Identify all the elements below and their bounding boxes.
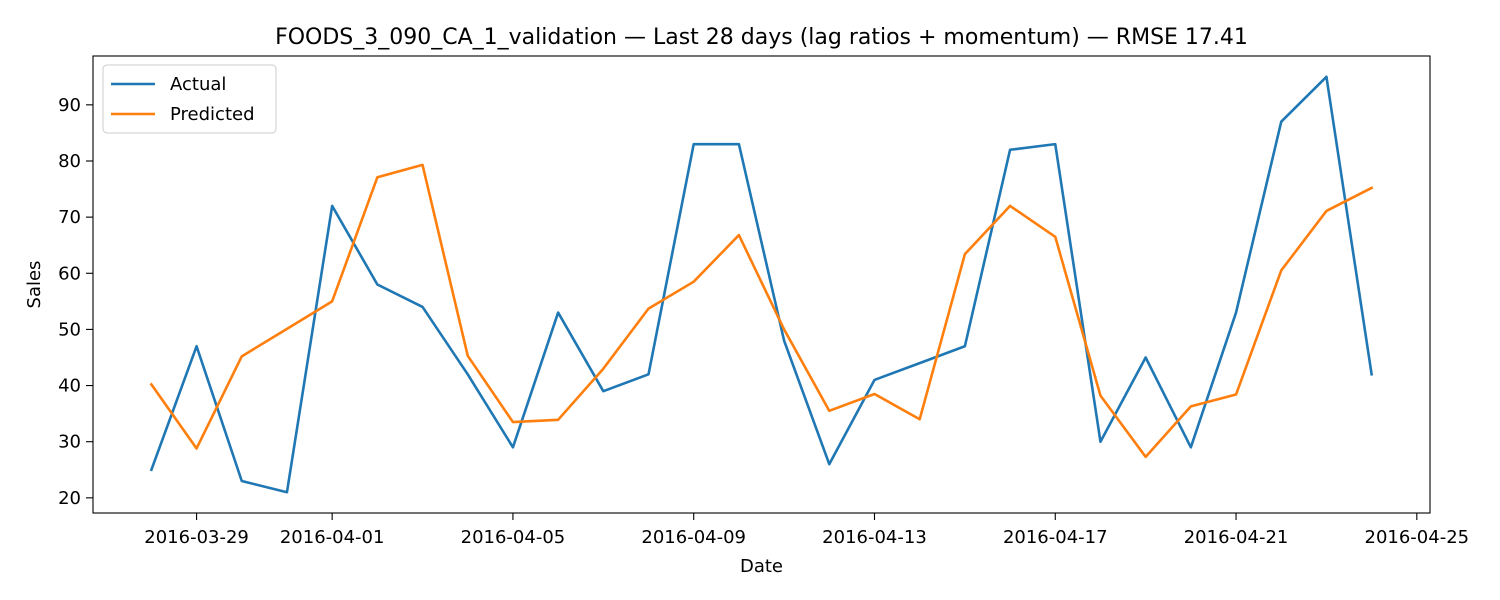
legend: Actual Predicted — [102, 64, 277, 134]
x-axis-label: Date — [740, 556, 783, 577]
y-tick-label: 90 — [58, 95, 81, 116]
y-tick-label: 70 — [58, 207, 81, 228]
plot-frame — [92, 55, 1431, 514]
series-line-predicted — [149, 163, 1374, 459]
x-tick-label: 2016-04-17 — [1003, 527, 1108, 548]
legend-box — [102, 64, 277, 134]
x-tick-label: 2016-04-01 — [280, 527, 385, 548]
x-tick-label: 2016-04-25 — [1365, 527, 1470, 548]
y-axis-label: Sales — [24, 261, 45, 309]
y-tick-label: 80 — [58, 151, 81, 172]
x-tick-label: 2016-03-29 — [144, 527, 249, 548]
y-tick-label: 20 — [58, 488, 81, 509]
y-tick-label: 60 — [58, 263, 81, 284]
y-tick-label: 30 — [58, 432, 81, 453]
legend-label: Actual — [170, 74, 226, 95]
series-lines — [149, 75, 1374, 494]
y-tick-label: 50 — [58, 319, 81, 340]
chart-title: FOODS_3_090_CA_1_validation — Last 28 da… — [275, 25, 1248, 50]
x-tick-label: 2016-04-13 — [822, 527, 927, 548]
series-line-actual — [149, 75, 1374, 494]
y-tick-label: 40 — [58, 376, 81, 397]
y-axis: 20 30 40 50 60 70 80 90 — [58, 95, 93, 509]
x-tick-label: 2016-04-05 — [461, 527, 566, 548]
x-axis: 2016-03-29 2016-04-01 2016-04-05 2016-04-09… — [144, 513, 1469, 548]
legend-label: Predicted — [170, 104, 255, 125]
x-tick-label: 2016-04-09 — [641, 527, 746, 548]
x-tick-label: 2016-04-21 — [1184, 527, 1289, 548]
